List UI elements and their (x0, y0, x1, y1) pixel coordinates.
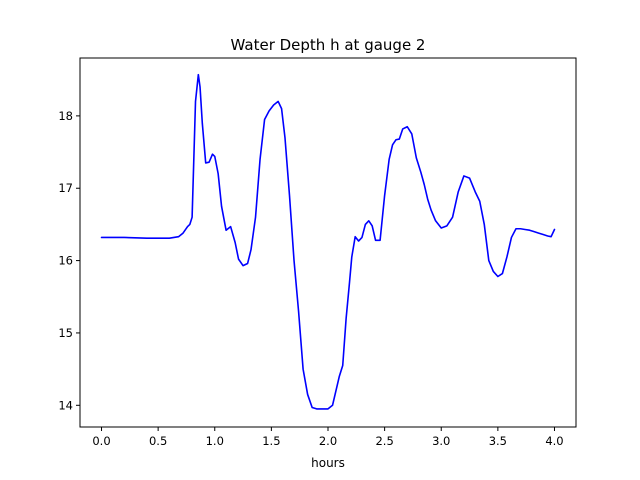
y-tick-label: 18 (58, 109, 73, 123)
y-tick-label: 14 (58, 398, 73, 412)
chart-title: Water Depth h at gauge 2 (231, 36, 426, 54)
x-tick-label: 2.5 (375, 434, 393, 448)
plot-frame (79, 57, 577, 428)
y-tick-label: 17 (58, 181, 73, 195)
x-tick-label: 1.0 (206, 434, 224, 448)
x-tick-label: 3.5 (489, 434, 507, 448)
x-tick-label: 4.0 (545, 434, 563, 448)
x-axis-label: hours (311, 456, 345, 470)
y-tick-label: 16 (58, 254, 73, 268)
series-line-1 (100, 73, 556, 410)
x-tick-label: 0.0 (92, 434, 110, 448)
y-tick-label: 15 (58, 326, 73, 340)
x-tick-label: 1.5 (262, 434, 280, 448)
x-tick-label: 3.0 (432, 434, 450, 448)
x-tick-label: 0.5 (149, 434, 167, 448)
x-tick-label: 2.0 (319, 434, 337, 448)
